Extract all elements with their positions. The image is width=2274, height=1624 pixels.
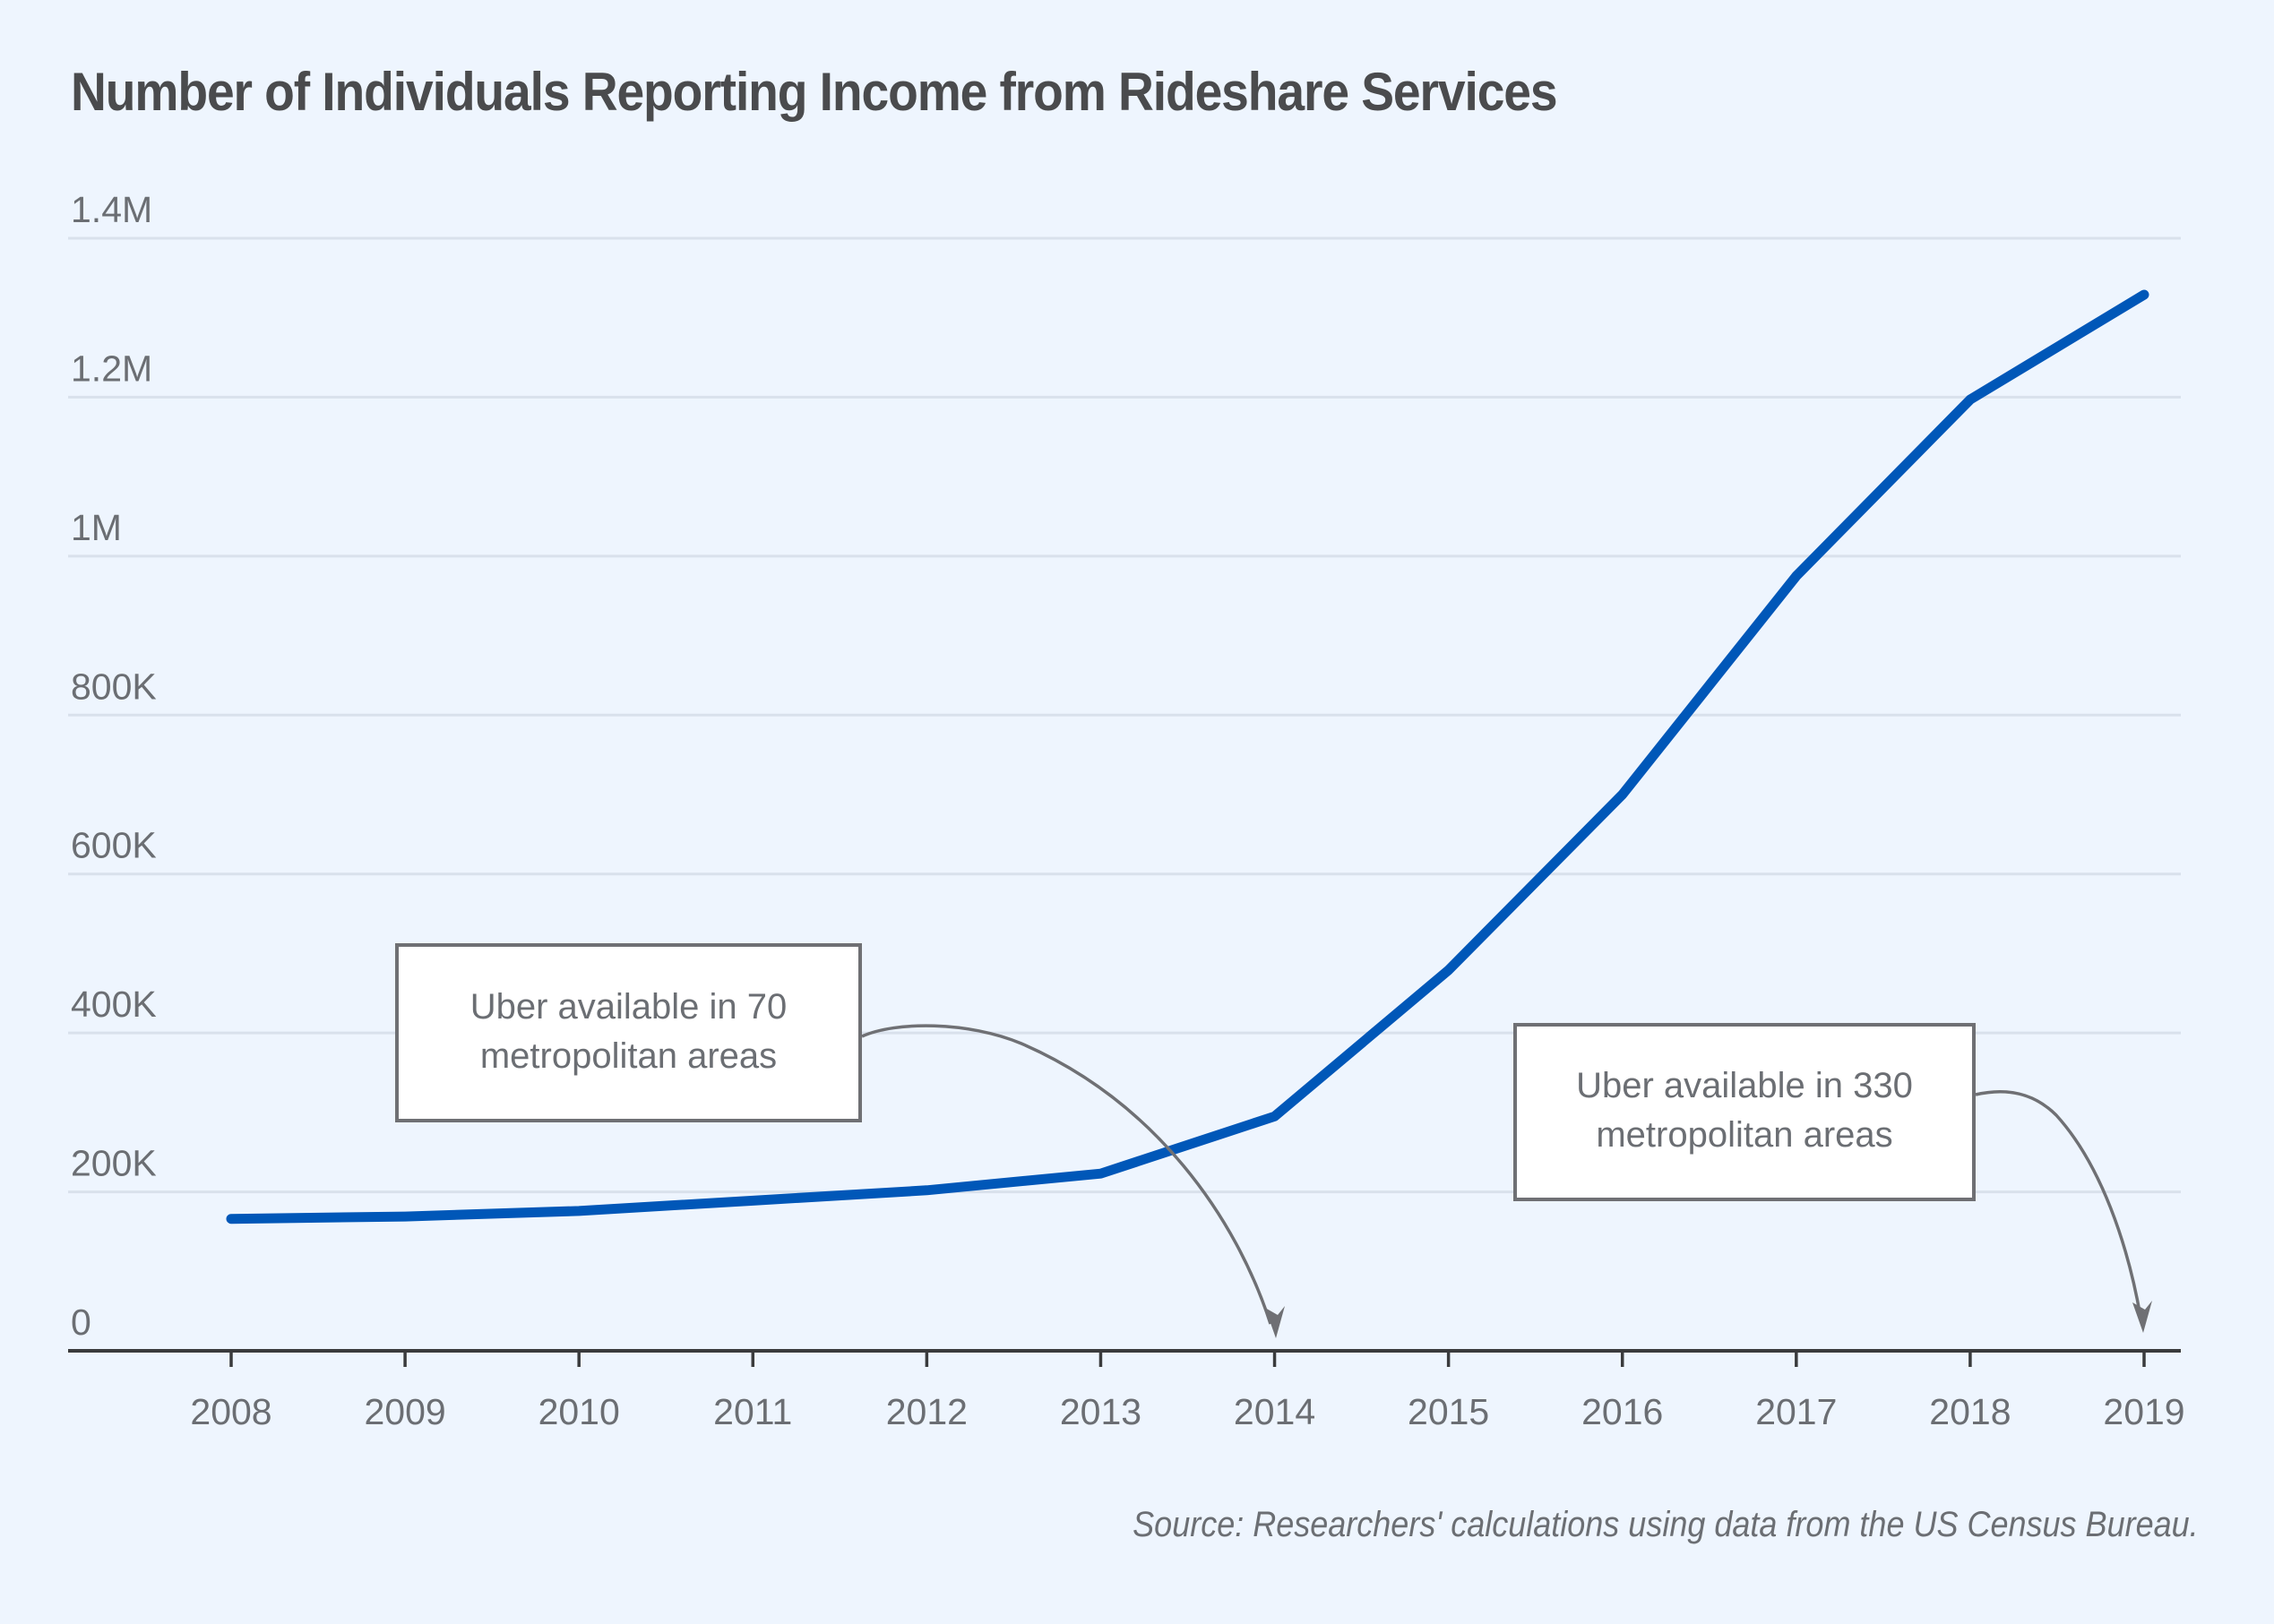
x-tick-label: 2018 (1929, 1391, 2011, 1432)
x-tick-label: 2016 (1581, 1391, 1663, 1432)
x-tick-label: 2010 (538, 1391, 620, 1432)
y-tick-label: 400K (71, 984, 157, 1025)
arrow-head-icon (2132, 1301, 2152, 1333)
y-tick-label: 600K (71, 825, 157, 866)
annotation-text: metropolitan areas (1596, 1115, 1892, 1155)
x-tick-label: 2009 (364, 1391, 445, 1432)
series-layer (226, 289, 2149, 1224)
data-line (226, 289, 2149, 1224)
annotation-text: metropolitan areas (480, 1036, 777, 1076)
annotation-box (1513, 1023, 1976, 1201)
x-tick-label: 2011 (713, 1391, 792, 1432)
x-tick-label: 2017 (1755, 1391, 1837, 1432)
y-tick-label: 0 (71, 1302, 91, 1343)
annotation-arrow (1975, 1089, 2142, 1318)
x-tick-label: 2014 (1234, 1391, 1315, 1432)
x-tick-label: 2012 (886, 1391, 968, 1432)
annotation: Uber available in 70 metropolitan areas (395, 943, 1285, 1338)
annotation-text: Uber available in 70 (470, 987, 788, 1027)
y-tick-label: 1.4M (71, 189, 152, 230)
y-tick-label: 800K (71, 666, 157, 707)
x-axis (68, 1349, 2181, 1367)
x-tick-label: 2015 (1408, 1391, 1489, 1432)
annotation-box (395, 943, 862, 1122)
x-tick-label: 2013 (1060, 1391, 1141, 1432)
source-note: Source: Researchers' calculations using … (1133, 1505, 2199, 1544)
x-axis-labels: 2008 2009 2010 2011 2012 2013 2014 2015 2016 2017… (190, 1391, 2184, 1432)
annotation-arrow (861, 1024, 1272, 1325)
y-tick-label: 1.2M (71, 348, 152, 389)
y-tick-label: 1M (71, 507, 122, 548)
y-tick-label: 200K (71, 1143, 157, 1184)
x-tick-label: 2019 (2103, 1391, 2184, 1432)
chart-title: Number of Individuals Reporting Income f… (71, 62, 1558, 122)
x-tick-label: 2008 (190, 1391, 271, 1432)
annotation: Uber available in 330 metropolitan areas (1513, 1023, 2152, 1333)
y-axis-labels: 0 200K 400K 600K 800K 1M 1.2M 1.4M (71, 189, 157, 1343)
arrow-head-icon (1265, 1306, 1285, 1338)
annotation-text: Uber available in 330 (1576, 1066, 1913, 1105)
